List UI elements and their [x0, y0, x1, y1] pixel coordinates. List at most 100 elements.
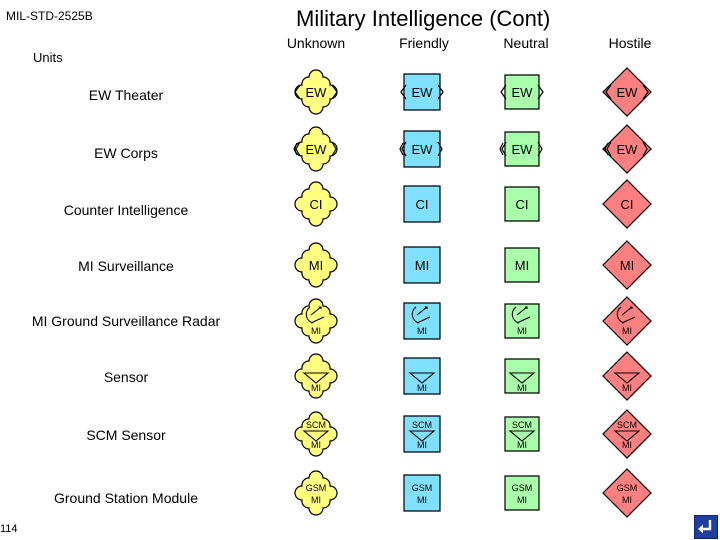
symbol-ew-theater-hostile: EW	[591, 64, 663, 120]
symbol-frame	[403, 73, 441, 111]
symbol-frame	[294, 242, 338, 288]
symbol-text: SCM	[412, 420, 432, 430]
symbol-mi-surveillance-friendly: MI	[386, 237, 458, 293]
sensor-icon	[508, 372, 536, 384]
row-label-ew-corps: EW Corps	[94, 145, 158, 161]
symbol-text: MI	[515, 258, 529, 273]
sensor-icon	[613, 430, 641, 442]
symbol-text: EW	[306, 142, 328, 157]
sensor-icon	[302, 372, 330, 384]
radar-icon	[511, 306, 531, 324]
echelon-marker	[293, 141, 337, 157]
sensor-icon	[408, 430, 436, 442]
symbol-ground-station-module-neutral: GSM MI	[486, 465, 558, 521]
symbol-frame	[602, 351, 652, 401]
symbol-frame	[403, 357, 441, 395]
symbol-text: MI	[417, 326, 427, 336]
symbol-radar-unknown: MI	[280, 293, 352, 349]
symbol-text: EW	[512, 142, 534, 157]
symbol-text: GSM	[617, 483, 638, 493]
symbol-frame	[403, 130, 441, 168]
symbol-ground-station-module-unknown: GSM MI	[280, 465, 352, 521]
symbol-frame	[294, 353, 338, 399]
echelon-marker	[294, 84, 338, 100]
page-number: 114	[0, 523, 18, 535]
symbol-text: GSM	[306, 483, 327, 493]
radar-icon	[305, 306, 325, 324]
symbol-radar-hostile: MI	[591, 293, 663, 349]
symbol-counter-intelligence-neutral: CI	[486, 176, 558, 232]
symbol-frame	[403, 415, 441, 453]
symbol-subtext: MI	[622, 495, 632, 505]
symbol-frame	[504, 416, 540, 452]
symbol-subtext: MI	[311, 495, 321, 505]
symbol-text: SCM	[512, 420, 532, 430]
row-label-counter-intelligence: Counter Intelligence	[63, 202, 189, 218]
symbol-frame	[504, 186, 540, 222]
symbol-counter-intelligence-friendly: CI	[386, 176, 458, 232]
symbol-counter-intelligence-hostile: CI	[591, 176, 663, 232]
symbol-text: MI	[311, 326, 321, 336]
symbol-text: CI	[621, 197, 634, 212]
symbol-text: MI	[517, 326, 527, 336]
symbol-subtext: MI	[517, 440, 527, 450]
symbol-frame	[294, 411, 338, 457]
symbol-text: MI	[622, 326, 632, 336]
symbol-text: MI	[622, 383, 632, 393]
symbol-sensor-hostile: MI	[591, 348, 663, 404]
symbol-frame	[294, 126, 338, 172]
symbol-scm-sensor-hostile: SCM MI	[591, 406, 663, 462]
symbol-text: MI	[620, 258, 634, 273]
row-label-scm-sensor: SCM Sensor	[86, 427, 166, 443]
symbol-radar-neutral: MI	[486, 293, 558, 349]
symbol-text: EW	[412, 85, 434, 100]
symbol-subtext: MI	[311, 440, 321, 450]
symbol-text: SCM	[306, 420, 326, 430]
symbol-frame	[403, 246, 441, 284]
sensor-icon	[613, 372, 641, 384]
symbol-ew-theater-friendly: EW	[386, 64, 458, 120]
symbol-ground-station-module-friendly: GSM MI	[386, 465, 458, 521]
symbol-scm-sensor-unknown: SCM MI	[280, 406, 352, 462]
symbol-subtext: MI	[622, 440, 632, 450]
row-label-mi-surveillance: MI Surveillance	[78, 258, 174, 274]
echelon-marker	[400, 84, 444, 100]
symbol-frame	[403, 474, 441, 512]
symbol-frame	[294, 181, 338, 227]
echelon-marker	[399, 141, 443, 157]
row-label-ground-station-module: Ground Station Module	[54, 490, 198, 506]
symbol-ew-theater-neutral: EW	[486, 64, 558, 120]
symbol-frame	[504, 247, 540, 283]
column-header-neutral: Neutral	[503, 35, 549, 51]
symbol-radar-friendly: MI	[386, 293, 458, 349]
return-button[interactable]	[694, 515, 718, 539]
symbol-text: GSM	[512, 483, 533, 493]
symbol-frame	[602, 179, 652, 229]
symbol-scm-sensor-neutral: SCM MI	[486, 406, 558, 462]
symbol-text: MI	[415, 258, 429, 273]
symbol-text: SCM	[617, 420, 637, 430]
symbol-text: CI	[416, 197, 429, 212]
symbol-frame	[602, 67, 652, 117]
row-label-ew-theater: EW Theater	[88, 87, 164, 103]
symbol-subtext: MI	[417, 440, 427, 450]
symbol-mi-surveillance-neutral: MI	[486, 237, 558, 293]
symbol-ew-corps-unknown: EW	[280, 121, 352, 177]
symbol-text: EW	[306, 85, 328, 100]
row-label-mi-ground-surveillance-radar: MI Ground Surveillance Radar	[31, 313, 221, 329]
symbol-mi-surveillance-hostile: MI	[591, 237, 663, 293]
echelon-marker	[605, 84, 649, 100]
symbol-ew-theater-unknown: EW	[280, 64, 352, 120]
symbol-text: MI	[417, 383, 427, 393]
symbol-sensor-neutral: MI	[486, 348, 558, 404]
symbol-frame	[403, 185, 441, 223]
echelon-marker	[604, 141, 648, 157]
symbol-text: GSM	[412, 483, 433, 493]
symbol-ew-corps-friendly: EW	[386, 121, 458, 177]
symbol-scm-sensor-friendly: SCM MI	[386, 406, 458, 462]
symbol-counter-intelligence-unknown: CI	[280, 176, 352, 232]
return-arrow-icon	[698, 520, 712, 534]
sensor-icon	[508, 430, 536, 442]
column-header-friendly: Friendly	[399, 35, 449, 51]
symbol-frame	[602, 468, 652, 518]
